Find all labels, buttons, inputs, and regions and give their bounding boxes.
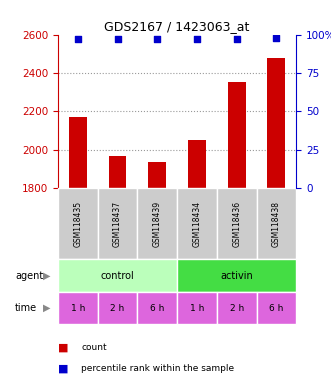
Text: control: control [101,270,134,281]
Bar [58,259,177,292]
Bar [257,292,296,324]
Point [194,36,200,42]
Text: 2 h: 2 h [110,304,125,313]
Text: GSM118436: GSM118436 [232,200,241,247]
Text: ▶: ▶ [43,270,51,281]
Bar [188,140,206,188]
Point [155,36,160,42]
Text: GSM118435: GSM118435 [73,200,82,247]
Point [115,36,120,42]
Text: ■: ■ [58,364,69,374]
Bar [177,188,217,259]
Point [274,35,279,41]
Bar [69,117,87,188]
Bar [267,58,285,188]
Text: agent: agent [15,270,43,281]
Bar [98,292,137,324]
Text: 6 h: 6 h [150,304,165,313]
Bar [58,188,98,259]
Bar [58,292,98,324]
Text: ▶: ▶ [43,303,51,313]
Text: percentile rank within the sample: percentile rank within the sample [81,364,234,373]
Text: 1 h: 1 h [71,304,85,313]
Bar [137,188,177,259]
Text: GSM118434: GSM118434 [192,200,202,247]
Bar [148,162,166,188]
Text: activin: activin [220,270,253,281]
Text: 1 h: 1 h [190,304,204,313]
Text: ■: ■ [58,343,69,353]
Bar [217,292,257,324]
Text: count: count [81,343,107,352]
Text: GSM118437: GSM118437 [113,200,122,247]
Bar [257,188,296,259]
Bar [177,259,296,292]
Text: 6 h: 6 h [269,304,284,313]
Point [234,36,239,42]
Point [75,36,80,42]
Bar [137,292,177,324]
Bar [98,188,137,259]
Title: GDS2167 / 1423063_at: GDS2167 / 1423063_at [104,20,250,33]
Text: GSM118438: GSM118438 [272,201,281,247]
Bar [177,292,217,324]
Text: 2 h: 2 h [229,304,244,313]
Text: time: time [15,303,37,313]
Bar [109,156,126,188]
Bar [217,188,257,259]
Text: GSM118439: GSM118439 [153,200,162,247]
Bar [228,82,246,188]
